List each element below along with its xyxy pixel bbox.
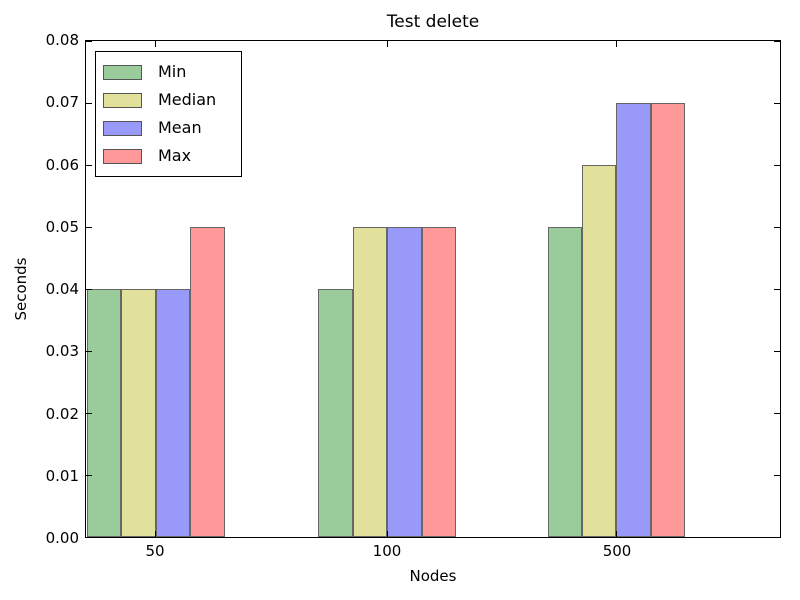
bar-min-100 [318,289,353,537]
x-tick-mark [615,41,617,47]
y-tick-mark [774,226,780,228]
y-tick-label: 0.01 [45,466,79,485]
y-tick-mark [86,164,92,166]
x-tick-mark [155,531,157,537]
y-tick-mark [774,288,780,290]
y-tick-mark [774,102,780,104]
bar-min-500 [547,227,582,537]
x-tick-mark [615,531,617,537]
y-tick-mark [86,40,92,42]
bar-max-100 [421,227,457,537]
bar-min-50 [86,289,122,537]
bar-median-500 [582,165,617,537]
y-tick-label: 0.02 [45,404,79,423]
y-tick-mark [86,412,92,414]
legend-swatch-median [103,92,142,108]
chart-title: Test delete [386,12,480,32]
x-tick-label: 100 [372,542,402,560]
legend-item-median: Median [103,86,235,114]
y-tick-mark [86,474,92,476]
y-tick-mark [774,164,780,166]
legend-label: Min [158,62,187,81]
legend-item-max: Max [103,142,235,170]
y-tick-mark [774,474,780,476]
legend-swatch-max [103,148,142,164]
bar-mean-500 [616,103,651,537]
legend-label: Median [158,90,217,109]
y-tick-label: 0.03 [45,342,79,361]
bar-median-100 [352,227,388,537]
legend-item-min: Min [103,58,235,86]
y-tick-mark [86,102,92,104]
legend-label: Mean [158,118,202,137]
y-tick-mark [774,412,780,414]
x-tick-label: 500 [602,542,632,560]
legend-swatch-min [103,64,142,80]
y-tick-label: 0.07 [45,93,79,112]
y-tick-mark [774,40,780,42]
bar-max-500 [650,103,686,537]
y-tick-label: 0.05 [45,217,79,236]
legend: Min Median Mean Max [95,51,242,177]
y-tick-mark [774,350,780,352]
x-tick-mark [386,41,388,47]
x-tick-label: 50 [145,542,165,560]
legend-swatch-mean [103,120,142,136]
legend-label: Max [158,146,192,165]
y-tick-mark [86,350,92,352]
x-tick-labels: 50 100 500 [85,542,781,562]
y-tick-label: 0.00 [45,529,79,547]
plot-area: Min Median Mean Max [85,40,781,538]
y-tick-mark [86,226,92,228]
y-tick-mark [774,536,780,538]
x-tick-mark [386,531,388,537]
y-tick-mark [86,536,92,538]
x-axis-label: Nodes [409,567,457,585]
bar-mean-50 [155,289,191,537]
legend-item-mean: Mean [103,114,235,142]
bar-max-50 [190,227,225,537]
y-tick-labels: 0.00 0.01 0.02 0.03 0.04 0.05 0.06 0.07 0.08 [0,31,79,547]
y-tick-label: 0.04 [45,280,79,298]
y-tick-label: 0.08 [45,31,79,49]
y-tick-mark [86,288,92,290]
y-tick-label: 0.06 [45,155,79,174]
bar-mean-100 [387,227,422,537]
x-tick-mark [155,41,157,47]
bar-median-50 [121,289,156,537]
